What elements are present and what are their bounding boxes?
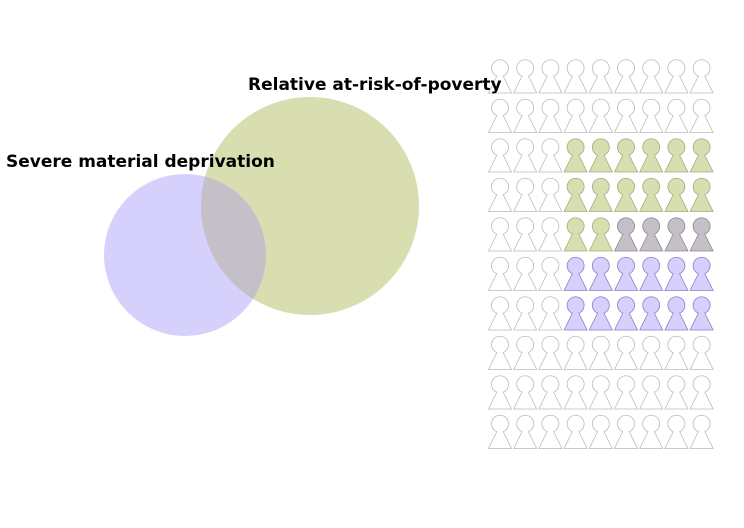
person-icon-empty bbox=[639, 414, 664, 449]
person-icon-empty bbox=[613, 414, 639, 449]
person-icon-empty bbox=[613, 335, 639, 370]
person-icon-empty bbox=[639, 375, 664, 410]
person-icon-both bbox=[613, 217, 639, 252]
person-icon-relative-only bbox=[689, 177, 714, 212]
person-icon-relative-only bbox=[664, 138, 689, 173]
person-icon-empty bbox=[639, 335, 664, 370]
person-icon-severe-only bbox=[613, 296, 639, 331]
person-icon-empty bbox=[563, 375, 588, 410]
person-icon-empty bbox=[639, 59, 664, 94]
person-icon-empty bbox=[538, 138, 563, 173]
person-icon-empty bbox=[563, 335, 588, 370]
person-icon-empty bbox=[513, 59, 538, 94]
person-icon-relative-only bbox=[588, 217, 613, 252]
person-icon-empty bbox=[487, 375, 513, 410]
person-icon-empty bbox=[513, 414, 538, 449]
person-icon-empty bbox=[487, 256, 513, 291]
person-icon-relative-only bbox=[563, 177, 588, 212]
person-icon-relative-only bbox=[563, 217, 588, 252]
person-icon-empty bbox=[513, 217, 538, 252]
person-icon-empty bbox=[588, 98, 613, 133]
person-icon-empty bbox=[689, 59, 714, 94]
severe-deprivation-label: Severe material deprivation bbox=[6, 152, 275, 172]
person-icon-empty bbox=[487, 177, 513, 212]
person-icon-relative-only bbox=[639, 138, 664, 173]
person-icon-empty bbox=[487, 296, 513, 331]
person-icon-severe-only bbox=[689, 256, 714, 291]
person-icon-relative-only bbox=[588, 138, 613, 173]
person-icon-empty bbox=[689, 414, 714, 449]
person-icon-severe-only bbox=[613, 256, 639, 291]
person-icon-empty bbox=[613, 375, 639, 410]
person-icon-severe-only bbox=[639, 296, 664, 331]
person-icon-severe-only bbox=[588, 296, 613, 331]
person-icon-empty bbox=[664, 375, 689, 410]
person-icon-severe-only bbox=[563, 256, 588, 291]
person-icon-empty bbox=[487, 335, 513, 370]
person-icon-severe-only bbox=[689, 296, 714, 331]
person-icon-empty bbox=[664, 414, 689, 449]
person-icon-empty bbox=[538, 256, 563, 291]
person-icon-relative-only bbox=[664, 177, 689, 212]
person-icon-empty bbox=[487, 59, 513, 94]
person-icon-severe-only bbox=[588, 256, 613, 291]
person-icon-empty bbox=[487, 414, 513, 449]
person-icon-empty bbox=[588, 335, 613, 370]
person-icon-empty bbox=[639, 98, 664, 133]
person-icon-relative-only bbox=[689, 138, 714, 173]
person-icon-severe-only bbox=[639, 256, 664, 291]
person-icon-empty bbox=[487, 138, 513, 173]
relative-poverty-label: Relative at-risk-of-poverty bbox=[248, 75, 502, 95]
person-icon-empty bbox=[513, 98, 538, 133]
person-icon-empty bbox=[513, 256, 538, 291]
person-icon-relative-only bbox=[613, 177, 639, 212]
person-icon-empty bbox=[588, 414, 613, 449]
person-icon-relative-only bbox=[588, 177, 613, 212]
person-icon-empty bbox=[538, 217, 563, 252]
person-icon-severe-only bbox=[664, 296, 689, 331]
person-icon-both bbox=[639, 217, 664, 252]
person-icon-both bbox=[689, 217, 714, 252]
person-icon-empty bbox=[513, 296, 538, 331]
person-icon-severe-only bbox=[664, 256, 689, 291]
person-icon-empty bbox=[689, 98, 714, 133]
person-icon-empty bbox=[664, 59, 689, 94]
person-icon-both bbox=[664, 217, 689, 252]
person-icon-empty bbox=[513, 335, 538, 370]
person-icon-empty bbox=[563, 414, 588, 449]
person-icon-severe-only bbox=[563, 296, 588, 331]
person-icon-empty bbox=[513, 138, 538, 173]
person-icon-empty bbox=[563, 98, 588, 133]
person-icon-empty bbox=[563, 59, 588, 94]
person-icon-empty bbox=[664, 335, 689, 370]
person-icon-empty bbox=[513, 177, 538, 212]
person-icon-empty bbox=[538, 98, 563, 133]
person-icon-relative-only bbox=[613, 138, 639, 173]
person-icon-empty bbox=[613, 98, 639, 133]
person-icon-empty bbox=[613, 59, 639, 94]
person-icon-empty bbox=[538, 59, 563, 94]
person-icon-empty bbox=[689, 335, 714, 370]
person-icon-relative-only bbox=[639, 177, 664, 212]
person-icon-empty bbox=[664, 98, 689, 133]
person-icon-empty bbox=[487, 98, 513, 133]
person-icon-empty bbox=[538, 414, 563, 449]
venn-diagram bbox=[104, 97, 419, 336]
person-icon-relative-only bbox=[563, 138, 588, 173]
person-icon-empty bbox=[538, 177, 563, 212]
pictogram-grid bbox=[487, 59, 714, 449]
person-icon-empty bbox=[689, 375, 714, 410]
person-icon-empty bbox=[538, 375, 563, 410]
person-icon-empty bbox=[513, 375, 538, 410]
person-icon-empty bbox=[538, 296, 563, 331]
person-icon-empty bbox=[487, 217, 513, 252]
person-icon-empty bbox=[538, 335, 563, 370]
person-icon-empty bbox=[588, 59, 613, 94]
person-icon-empty bbox=[588, 375, 613, 410]
